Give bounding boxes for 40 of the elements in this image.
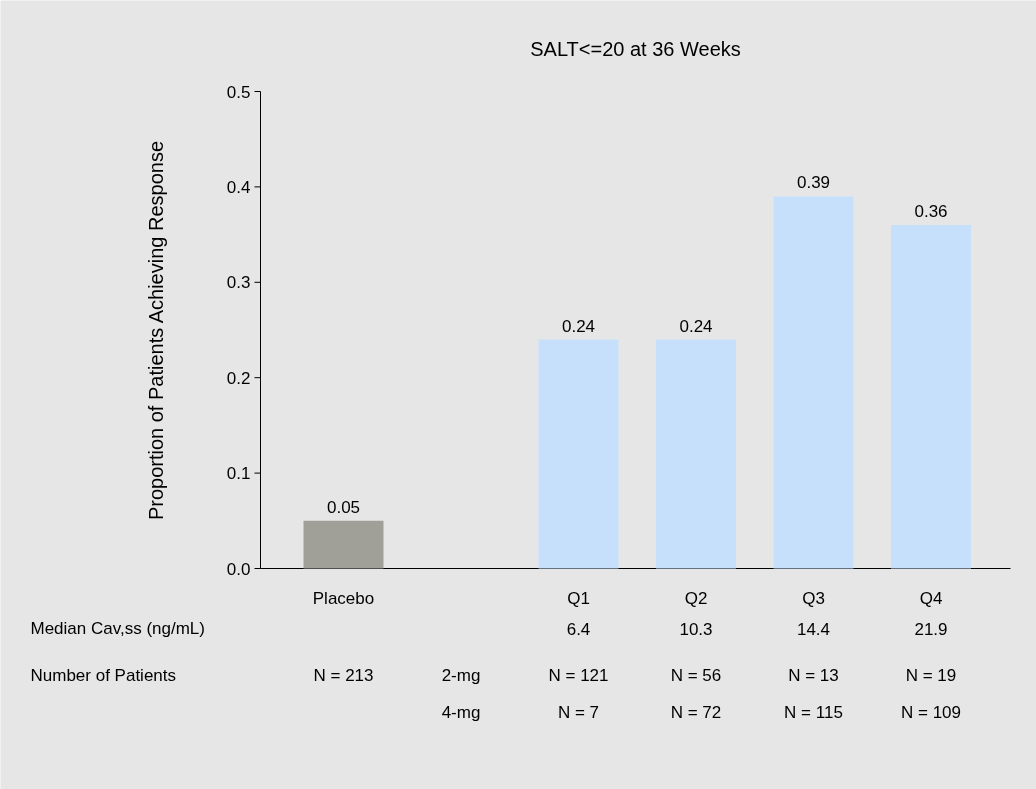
bar: [891, 225, 971, 569]
text: 6.4: [566, 619, 591, 639]
text: 10.3: [679, 619, 713, 639]
x-tick-label: Placebo: [312, 589, 375, 608]
chart-title: SALT<=20 at 36 Weeks: [530, 37, 741, 60]
y-axis-title: Proportion of Patients Achieving Response: [144, 140, 167, 521]
y-tick-label: 0.1: [226, 464, 251, 484]
data-label: 0.24: [679, 316, 713, 336]
text: Median Cav,ss (ng/mL): [30, 619, 205, 638]
x-tick-label: Q1: [567, 589, 590, 608]
text: 21.9: [914, 619, 948, 639]
x-tick-label: Q2: [684, 589, 708, 608]
text: N = 19: [905, 666, 957, 685]
y-tick-label: 0.4: [226, 177, 251, 197]
text: 2-mg: [441, 666, 481, 685]
y-tick-label: 0.5: [226, 82, 251, 102]
text: 4-mg: [441, 703, 481, 722]
y-tick-label: 0.2: [226, 368, 251, 388]
text: N = 72: [670, 703, 722, 722]
y-tick-label: 0.0: [226, 559, 251, 579]
data-label: 0.24: [561, 316, 596, 336]
text: N = 115: [784, 703, 843, 722]
x-tick-label: Q3: [802, 589, 825, 608]
text: Number of Patients: [30, 666, 177, 685]
data-label: 0.05: [326, 497, 361, 517]
bar: [538, 339, 619, 569]
data-label: 0.36: [914, 202, 948, 222]
y-tick-label: 0.3: [226, 273, 251, 293]
text: N = 109: [900, 703, 962, 722]
text: 14.4: [796, 619, 831, 639]
text: N = 56: [670, 666, 722, 685]
bar: [656, 339, 736, 569]
data-label: 0.39: [796, 173, 831, 193]
bar: [303, 520, 384, 569]
text: N = 121: [548, 666, 609, 685]
text: N = 13: [788, 666, 839, 685]
text: N = 7: [557, 703, 600, 722]
bar: [773, 196, 854, 569]
text: N = 213: [313, 666, 374, 685]
x-tick-label: Q4: [919, 589, 943, 608]
